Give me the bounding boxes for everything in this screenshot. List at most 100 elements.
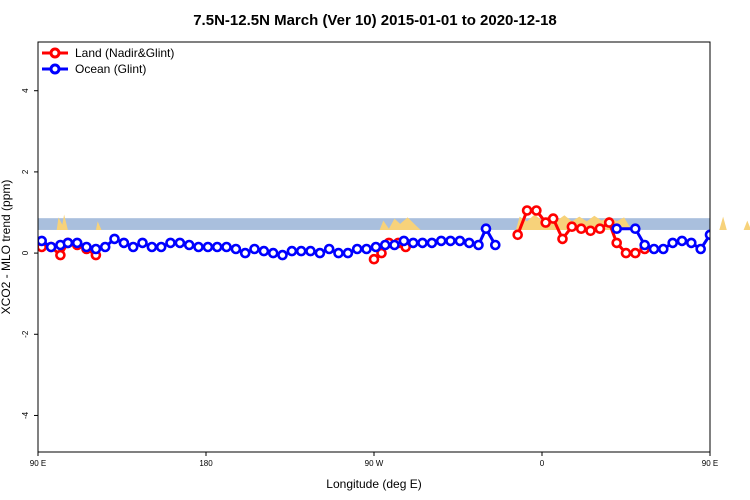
ocean-series-point <box>45 241 57 253</box>
ocean-series-point <box>305 245 316 257</box>
land-series-point <box>55 249 66 261</box>
ocean-series-point <box>323 243 335 255</box>
x-tick-label: 90 E <box>30 459 46 468</box>
ocean-series-point <box>361 243 372 255</box>
ocean-series-point <box>202 241 214 253</box>
chart-title: 7.5N-12.5N March (Ver 10) 2015-01-01 to … <box>193 12 557 29</box>
ocean-series-point <box>426 237 438 249</box>
ocean-series-point <box>267 247 279 259</box>
land-series-point <box>725 245 733 253</box>
land-series-point <box>547 213 559 224</box>
ocean-series-point <box>286 245 298 257</box>
legend-land-label: Land (Nadir&Glint) <box>75 46 174 60</box>
land-series-line <box>719 243 750 255</box>
land-shape <box>56 214 68 230</box>
ocean-series-point <box>118 237 130 249</box>
ocean-series-point <box>174 237 186 249</box>
x-axis-label: Longitude (deg E) <box>326 477 421 491</box>
ocean-series-point <box>389 239 400 251</box>
x-axis: 90 E 180 90 W 0 90 E <box>30 452 718 468</box>
x-tick-label: 90 E <box>702 459 718 468</box>
land-shape <box>95 221 102 230</box>
land-series-point <box>531 205 542 216</box>
land-series-point <box>585 225 596 237</box>
land-series-point <box>566 221 578 232</box>
ocean-series-point <box>639 239 651 251</box>
land-series-point <box>603 217 615 228</box>
land-shape <box>379 217 421 230</box>
ocean-series-point <box>193 241 204 253</box>
y-tick-label: -2 <box>21 330 30 338</box>
ocean-series-point <box>704 229 710 241</box>
y-tick-label: -4 <box>21 411 30 419</box>
land-series-point <box>734 239 742 247</box>
ocean-series-point <box>277 249 288 261</box>
ocean-series-point <box>333 247 344 259</box>
land-series-point <box>629 247 641 259</box>
land-shape <box>743 220 750 230</box>
land-series-point <box>620 247 632 259</box>
ocean-series-point <box>611 223 623 234</box>
y-tick-label: 4 <box>21 88 30 93</box>
x-tick-label: 180 <box>199 459 213 468</box>
ocean-series-point <box>155 241 167 253</box>
ocean-series-point <box>230 243 242 255</box>
ocean-series-point <box>146 241 158 253</box>
ocean-series-point <box>445 235 456 247</box>
ocean-series-point <box>480 223 492 234</box>
ocean-series-point <box>454 235 466 247</box>
ocean-series-point <box>258 245 270 257</box>
ocean-series-point <box>71 237 83 249</box>
ocean-series-point <box>239 247 251 259</box>
ocean-series-point <box>489 239 501 251</box>
ocean-series-point <box>211 241 223 253</box>
legend-ocean-marker <box>49 63 61 75</box>
ocean-series-point <box>407 237 419 249</box>
ocean-series-point <box>109 233 120 245</box>
ocean-series-point <box>648 243 660 255</box>
land-series-point <box>512 229 524 241</box>
land-series-point <box>715 243 723 251</box>
land-shape <box>719 216 727 230</box>
legend: Land (Nadir&Glint) Ocean (Glint) <box>42 46 174 76</box>
x-tick-label: 0 <box>540 459 545 468</box>
ocean-series-point <box>676 235 688 247</box>
ocean-series-point <box>249 243 260 255</box>
ocean-series-point <box>629 223 641 234</box>
ocean-series-point <box>370 241 382 253</box>
series-layer <box>38 205 750 265</box>
land-series-point <box>594 223 606 234</box>
ocean-series-point <box>734 241 742 249</box>
ocean-series-point <box>743 241 750 249</box>
ocean-series-point <box>99 241 111 253</box>
ocean-series-point <box>435 235 447 247</box>
ocean-series-point <box>137 237 148 249</box>
ocean-series-point <box>657 243 669 255</box>
ocean-series-point <box>725 243 733 251</box>
ocean-series-point <box>715 239 723 247</box>
legend-land-marker <box>49 47 61 59</box>
land-series-point <box>557 233 568 245</box>
ocean-series-point <box>38 235 47 247</box>
ocean-series-point <box>417 237 428 249</box>
y-axis: -4 -2 0 2 4 <box>21 88 38 419</box>
ocean-series-point <box>667 237 679 249</box>
ocean-series-point <box>351 243 363 255</box>
land-series-point <box>575 223 587 234</box>
band-layer <box>38 218 710 230</box>
land-series-point <box>521 205 533 216</box>
land-series-point <box>376 247 387 259</box>
ocean-series-point <box>127 241 139 253</box>
ocean-series-point <box>62 237 74 249</box>
y-tick-label: 2 <box>21 169 30 174</box>
ocean-series-point <box>165 237 176 249</box>
ocean-series-point <box>81 241 92 253</box>
ocean-series-point <box>314 247 326 259</box>
ocean-series-point <box>221 241 232 253</box>
ocean-series-point <box>695 243 707 255</box>
ocean-series-point <box>90 243 102 255</box>
ocean-series-point <box>379 239 391 251</box>
land-series-point <box>743 245 750 253</box>
y-tick-label: 0 <box>21 250 30 255</box>
